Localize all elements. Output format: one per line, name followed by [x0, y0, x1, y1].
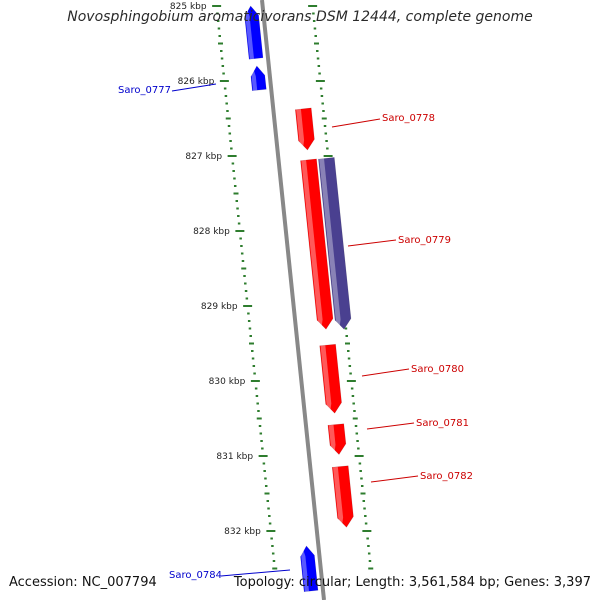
gene-label[interactable]: Saro_0777	[118, 85, 171, 96]
kbp-tick-label: 825 kbp	[170, 2, 207, 12]
genome-backbone	[260, 0, 326, 600]
gene-highlight	[319, 158, 341, 330]
gene-saro-0778[interactable]	[294, 107, 315, 151]
gene-label[interactable]: Saro_0781	[416, 418, 469, 429]
gene-highlight	[328, 424, 336, 455]
gene-highlight	[296, 109, 305, 151]
gene-label-leader	[347, 239, 397, 247]
gene-reverse-feature[interactable]	[244, 5, 264, 60]
kbp-tick-label: 832 kbp	[224, 527, 261, 537]
gene-saro-0779[interactable]	[300, 158, 334, 330]
kbp-tick-label: 830 kbp	[209, 377, 246, 387]
kbp-tick-label: 829 kbp	[201, 302, 238, 312]
gene-highlight	[301, 546, 309, 592]
gene-highlight	[251, 66, 258, 91]
gene-label-leader	[331, 118, 381, 128]
kbp-tick-label: 828 kbp	[193, 227, 230, 237]
gene-label-leader	[171, 83, 217, 92]
gene-label[interactable]: Saro_0784	[169, 570, 222, 581]
gene-saro-0781[interactable]	[327, 423, 347, 455]
gene-saro-0782[interactable]	[331, 465, 354, 528]
gene-highlight	[301, 160, 323, 330]
gene-highlight	[320, 345, 332, 414]
gene-saro-0784[interactable]	[300, 545, 319, 593]
gene-operon-feature[interactable]	[318, 157, 352, 330]
gene-saro-0780[interactable]	[319, 343, 342, 414]
accession-text: Accession: NC_007794	[9, 575, 157, 590]
scale-tick-layer: 825 kbp 826 kbp 827 kbp 828 kbp 829 kbp 830 k…	[170, 2, 374, 570]
gene-label-leader	[366, 422, 415, 430]
kbp-tick-label: 827 kbp	[185, 152, 222, 162]
gene-label[interactable]: Saro_0778	[382, 113, 435, 124]
genome-summary-text: Topology: circular; Length: 3,561,584 bp…	[233, 575, 591, 590]
gene-saro-0777[interactable]	[250, 65, 267, 92]
gene-layer	[244, 5, 354, 593]
gene-highlight	[333, 466, 344, 528]
kbp-tick-label: 826 kbp	[178, 77, 215, 87]
gene-label[interactable]: Saro_0779	[398, 235, 451, 246]
gene-label-leader	[370, 475, 419, 483]
gene-label[interactable]: Saro_0780	[411, 364, 464, 375]
gene-label-layer: Saro_0777 Saro_0778 Saro_0779 Saro_0780 Saro…	[118, 83, 473, 581]
gene-label[interactable]: Saro_0782	[420, 471, 473, 482]
map-title: Novosphingobium aromaticivorans DSM 1244…	[67, 9, 533, 25]
gene-highlight	[245, 6, 254, 60]
gene-label-leader	[220, 569, 291, 577]
gene-label-leader	[361, 368, 410, 377]
kbp-tick-label: 831 kbp	[216, 452, 253, 462]
